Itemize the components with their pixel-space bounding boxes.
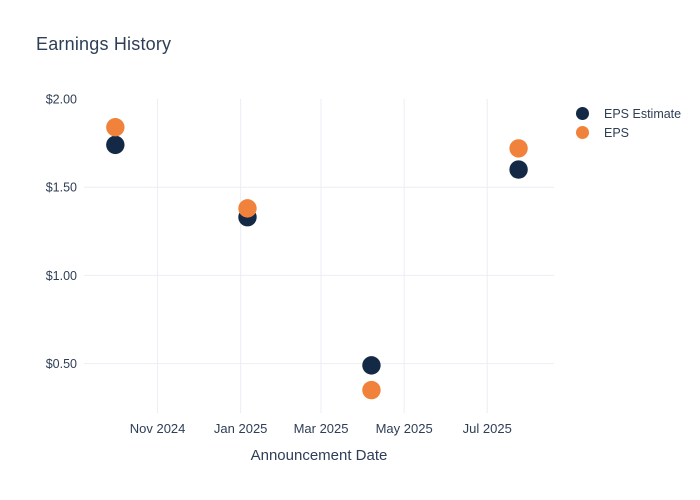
chart-title: Earnings History	[36, 34, 172, 54]
y-tick-label: $1.00	[46, 269, 77, 283]
point-eps-estimate[interactable]	[509, 160, 528, 179]
legend-label-eps-estimate: EPS Estimate	[604, 106, 682, 121]
point-eps[interactable]	[238, 199, 257, 218]
x-tick-label: May 2025	[376, 421, 433, 436]
x-tick-label: Nov 2024	[130, 421, 186, 436]
legend: EPS Estimate EPS	[576, 107, 681, 145]
x-tick-label: Jul 2025	[463, 421, 512, 436]
point-eps[interactable]	[509, 139, 528, 158]
x-tick-label: Mar 2025	[294, 421, 349, 436]
point-eps[interactable]	[362, 380, 381, 400]
y-tick-label: $2.00	[46, 93, 77, 107]
point-eps-estimate[interactable]	[362, 356, 381, 375]
legend-item-eps[interactable]: EPS	[576, 125, 681, 140]
x-axis-title: Announcement Date	[251, 447, 388, 464]
x-tick-label: Jan 2025	[214, 421, 268, 436]
point-eps-estimate[interactable]	[106, 135, 125, 155]
y-tick-label: $1.50	[46, 181, 77, 195]
legend-label-eps: EPS	[604, 125, 630, 140]
point-eps[interactable]	[106, 118, 125, 137]
y-tick-label: $0.50	[46, 357, 77, 371]
legend-item-eps-estimate[interactable]: EPS Estimate	[576, 106, 682, 121]
eps-marker-icon	[576, 126, 589, 139]
eps-estimate-marker-icon	[576, 107, 589, 120]
